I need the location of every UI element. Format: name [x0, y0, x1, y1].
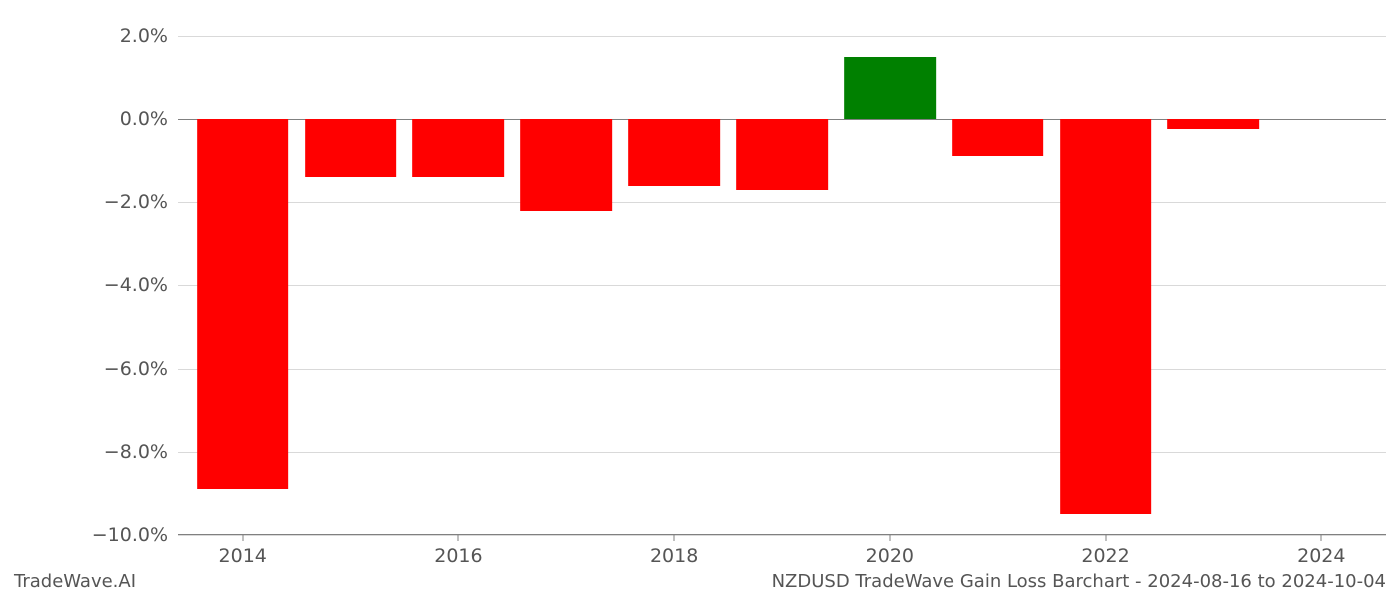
y-tick-label: −6.0% [104, 358, 168, 380]
y-tick-label: −8.0% [104, 441, 168, 463]
gridline [178, 452, 1386, 453]
y-tick-label: −4.0% [104, 274, 168, 296]
bar [520, 119, 612, 211]
bar [952, 119, 1044, 156]
x-tick-label: 2020 [866, 545, 914, 567]
y-tick-label: −2.0% [104, 191, 168, 213]
bar [413, 119, 505, 177]
gridline [178, 369, 1386, 370]
x-tick-label: 2024 [1297, 545, 1345, 567]
x-tick-label: 2016 [434, 545, 482, 567]
gridline [178, 202, 1386, 203]
bar [197, 119, 289, 489]
y-tick-label: 0.0% [120, 108, 168, 130]
chart-canvas: −10.0% −8.0% −6.0% −4.0% −2.0% 0.0% 2.0% 2014 20… [0, 0, 1400, 600]
plot-area: −10.0%−8.0%−6.0%−4.0%−2.0%0.0%2.0%201420… [178, 15, 1386, 535]
footer-left-text: TradeWave.AI [14, 571, 136, 592]
gridline [178, 535, 1386, 536]
y-tick-label: −10.0% [92, 524, 168, 546]
x-tick-mark [1321, 535, 1322, 541]
bar [1060, 119, 1152, 514]
x-tick-mark [242, 535, 243, 541]
gridline [178, 285, 1386, 286]
bar [305, 119, 397, 177]
footer-right-text: NZDUSD TradeWave Gain Loss Barchart - 20… [772, 571, 1386, 592]
gridline [178, 36, 1386, 37]
bar [844, 57, 936, 119]
bar [1168, 119, 1260, 129]
y-tick-label: 2.0% [120, 25, 168, 47]
x-tick-label: 2018 [650, 545, 698, 567]
x-tick-mark [889, 535, 890, 541]
bar [628, 119, 720, 186]
x-tick-mark [674, 535, 675, 541]
x-tick-label: 2014 [219, 545, 267, 567]
x-tick-mark [1105, 535, 1106, 541]
x-tick-mark [458, 535, 459, 541]
bar [736, 119, 828, 190]
x-tick-label: 2022 [1081, 545, 1129, 567]
